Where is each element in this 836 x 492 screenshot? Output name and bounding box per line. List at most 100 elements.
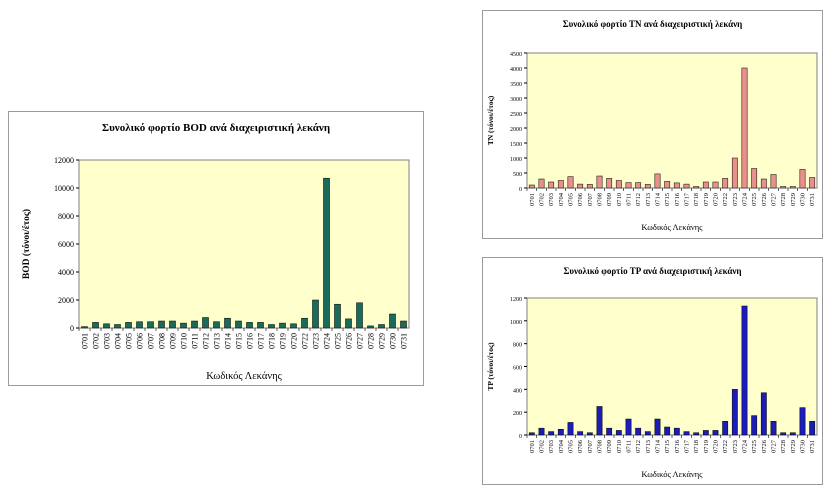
chart-1-x-tick-label: 0723 xyxy=(732,193,739,206)
chart-0-x-tick-label: 0708 xyxy=(158,333,167,349)
chart-1-bar xyxy=(644,184,651,189)
chart-1-x-tick-label: 0714 xyxy=(655,192,662,206)
chart-1-x-tick-label: 0722 xyxy=(722,193,729,206)
chart-0-x-tick-label: 0703 xyxy=(103,333,112,349)
chart-1-x-tick-label: 0726 xyxy=(761,192,768,206)
chart-0-x-tick-label: 0702 xyxy=(92,333,101,349)
chart-1-bar xyxy=(567,176,574,189)
chart-1-x-tick-label: 0720 xyxy=(713,193,720,206)
chart-1-bar xyxy=(770,174,777,189)
chart-0-plot-area xyxy=(78,159,410,329)
chart-2-bar xyxy=(770,421,777,436)
chart-1-x-axis-label: Κωδικός Λεκάνης xyxy=(641,222,703,232)
chart-2-x-tick-label: 0705 xyxy=(568,440,575,453)
chart-2-x-tick-label: 0704 xyxy=(558,439,565,453)
chart-0-bar xyxy=(92,322,99,329)
chart-0-x-tick-label: 0724 xyxy=(323,333,332,349)
chart-0-x-tick-label: 0730 xyxy=(389,333,398,349)
chart-1-y-tick-label: 2000 xyxy=(510,127,522,133)
chart-1-x-tick-label: 0703 xyxy=(548,193,555,206)
bod-chart: Συνολικό φορτίο BOD ανά διαχειριστική λε… xyxy=(21,122,410,382)
chart-2-x-tick-label: 0709 xyxy=(606,440,613,453)
chart-2-y-tick-label: 800 xyxy=(513,343,522,349)
chart-0-x-tick-label: 0718 xyxy=(268,333,277,349)
chart-2-x-tick-label: 0729 xyxy=(790,440,797,453)
chart-2-bar xyxy=(635,427,642,436)
chart-0-x-tick-label: 0719 xyxy=(279,333,288,349)
chart-0-bar xyxy=(103,323,110,329)
chart-0-title: Συνολικό φορτίο BOD ανά διαχειριστική λε… xyxy=(102,122,330,134)
chart-0-bar xyxy=(147,321,154,329)
chart-2-y-tick-label: 1200 xyxy=(510,297,522,303)
chart-0-x-tick-label: 0710 xyxy=(180,333,189,349)
chart-1-title: Συνολικό φορτίο ΤΝ ανά διαχειριστική λεκ… xyxy=(563,19,743,29)
chart-0-x-tick-label: 0713 xyxy=(213,333,222,349)
chart-2-x-tick-label: 0724 xyxy=(742,439,749,453)
chart-0-bar xyxy=(191,320,198,329)
chart-1-y-axis-label: TN (τόνοι/έτος) xyxy=(486,95,495,145)
chart-0-bar xyxy=(356,302,363,329)
chart-1-x-tick-label: 0729 xyxy=(790,193,797,206)
chart-2-bar xyxy=(557,429,564,436)
chart-2-x-tick-label: 0717 xyxy=(684,439,691,453)
chart-1-x-tick-label: 0701 xyxy=(529,193,536,206)
chart-2-x-tick-label: 0707 xyxy=(587,439,594,453)
chart-0-y-tick-label: 8000 xyxy=(58,212,74,221)
chart-1-bar xyxy=(625,182,632,189)
chart-0-bar xyxy=(257,322,264,329)
chart-0-x-tick-label: 0711 xyxy=(191,333,200,349)
chart-2-x-tick-label: 0731 xyxy=(809,440,816,453)
chart-0-x-tick-label: 0726 xyxy=(345,333,354,349)
chart-0-bar xyxy=(400,320,407,329)
chart-1-x-tick-label: 0715 xyxy=(664,193,671,206)
chart-0-bar xyxy=(114,324,121,329)
chart-0-bar xyxy=(169,320,176,329)
chart-2-bar xyxy=(596,406,603,436)
chart-1-bar xyxy=(722,178,729,189)
chart-1-x-tick-label: 0725 xyxy=(751,193,758,206)
chart-2-x-tick-label: 0710 xyxy=(616,440,623,453)
chart-2-x-tick-label: 0718 xyxy=(693,440,700,453)
chart-2-x-tick-label: 0720 xyxy=(713,440,720,453)
chart-1-bar xyxy=(673,182,680,189)
chart-0-bar xyxy=(378,324,385,329)
chart-2-bar xyxy=(625,418,632,436)
chart-1-x-tick-label: 0731 xyxy=(809,193,816,206)
chart-2-x-tick-label: 0725 xyxy=(751,440,758,453)
chart-0-bar xyxy=(312,299,319,329)
chart-1-x-tick-label: 0711 xyxy=(626,193,633,206)
chart-2-x-tick-label: 0730 xyxy=(800,440,807,453)
chart-2-plot-area xyxy=(526,297,818,436)
chart-0-x-tick-label: 0723 xyxy=(312,333,321,349)
chart-0-x-tick-label: 0712 xyxy=(202,333,211,349)
chart-1-x-tick-label: 0730 xyxy=(800,193,807,206)
chart-0-x-tick-label: 0705 xyxy=(125,333,134,349)
chart-1-bar xyxy=(654,173,661,189)
chart-0-bar xyxy=(136,321,143,329)
chart-2-bar xyxy=(615,430,622,436)
chart-0-bar xyxy=(180,322,187,329)
chart-1-bar xyxy=(731,157,738,189)
chart-2-bar xyxy=(712,430,719,436)
chart-1-bar xyxy=(664,181,671,189)
chart-1-bar xyxy=(615,180,622,189)
chart-2-x-tick-label: 0714 xyxy=(655,439,662,453)
chart-2-y-tick-label: 600 xyxy=(513,366,522,372)
chart-2-bar xyxy=(606,427,613,436)
chart-0-x-tick-label: 0714 xyxy=(224,333,233,349)
chart-2-bar xyxy=(780,432,787,436)
chart-2-bar xyxy=(760,392,767,436)
chart-1-bar xyxy=(780,186,787,189)
chart-2-x-tick-label: 0719 xyxy=(703,440,710,453)
chart-0-x-tick-label: 0729 xyxy=(378,333,387,349)
chart-2-title: Συνολικό φορτίο ΤΡ ανά διαχειριστική λεκ… xyxy=(563,266,741,276)
chart-0-x-tick-label: 0727 xyxy=(356,333,365,349)
chart-1-bar xyxy=(741,67,748,189)
chart-1-x-tick-label: 0704 xyxy=(558,192,565,206)
chart-1-bar xyxy=(528,184,535,189)
chart-0-y-tick-label: 10000 xyxy=(54,184,74,193)
chart-2-bar xyxy=(586,432,593,436)
tp-chart: Συνολικό φορτίο ΤΡ ανά διαχειριστική λεκ… xyxy=(486,266,818,479)
chart-2-bar xyxy=(528,432,535,436)
chart-2-x-tick-label: 0716 xyxy=(674,439,681,453)
